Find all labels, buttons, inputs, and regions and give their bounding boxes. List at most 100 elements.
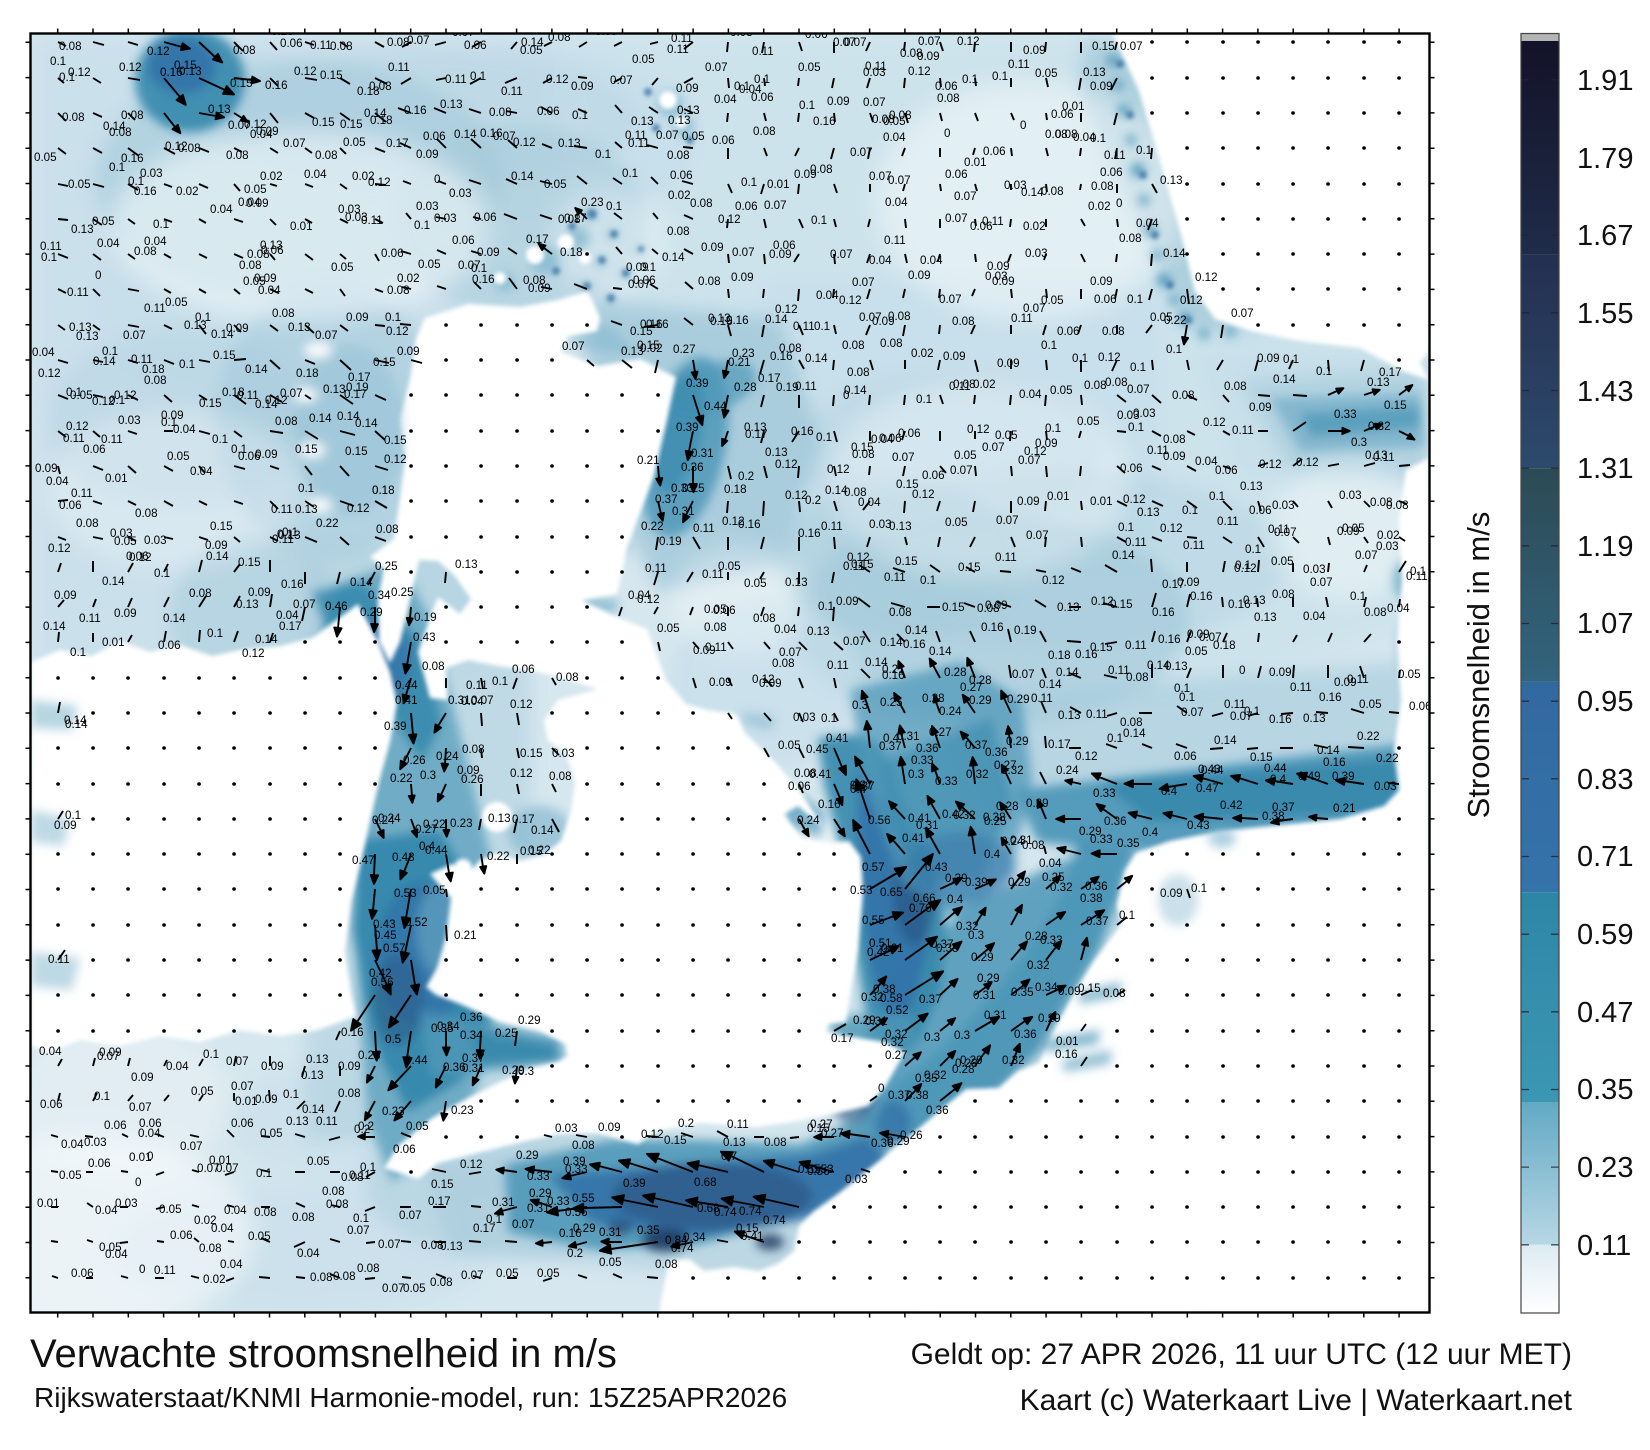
- svg-text:0.09: 0.09: [731, 271, 754, 284]
- svg-text:0.02: 0.02: [1088, 200, 1111, 213]
- svg-text:0.11: 0.11: [144, 302, 166, 315]
- svg-text:0.12: 0.12: [912, 488, 935, 501]
- svg-text:0.13: 0.13: [71, 223, 94, 236]
- svg-text:0.09: 0.09: [528, 282, 551, 295]
- svg-text:0.05: 0.05: [1185, 645, 1208, 658]
- svg-text:0.09: 0.09: [1163, 450, 1186, 463]
- svg-text:0.12: 0.12: [265, 394, 288, 407]
- svg-text:0.07: 0.07: [830, 248, 853, 261]
- svg-text:0.03: 0.03: [1272, 499, 1295, 512]
- svg-text:0.11: 0.11: [1125, 639, 1147, 652]
- svg-text:0.16: 0.16: [404, 104, 427, 117]
- svg-text:0.1: 0.1: [154, 567, 170, 580]
- svg-text:0.1: 0.1: [1130, 361, 1146, 374]
- svg-text:0.09: 0.09: [1269, 666, 1292, 679]
- svg-text:0.37: 0.37: [965, 739, 988, 752]
- svg-text:0.1: 0.1: [65, 809, 81, 822]
- svg-text:0.1: 0.1: [161, 416, 177, 429]
- svg-text:0.06: 0.06: [474, 211, 497, 224]
- svg-text:0.1: 0.1: [471, 262, 487, 275]
- svg-text:0.05: 0.05: [70, 389, 93, 402]
- svg-text:0.08: 0.08: [847, 366, 870, 379]
- svg-text:0.12: 0.12: [242, 647, 265, 660]
- svg-text:0.15: 0.15: [958, 561, 981, 574]
- svg-text:0.38: 0.38: [906, 1089, 929, 1102]
- svg-text:0.11: 0.11: [501, 85, 523, 98]
- svg-text:0.1: 0.1: [1136, 144, 1152, 157]
- svg-text:0.1: 0.1: [282, 526, 298, 539]
- svg-text:0.06: 0.06: [512, 663, 535, 676]
- svg-text:0.83: 0.83: [1577, 764, 1633, 796]
- svg-text:0.06: 0.06: [126, 550, 149, 563]
- svg-text:0.16: 0.16: [770, 350, 793, 363]
- svg-text:0.18: 0.18: [296, 367, 319, 380]
- svg-text:0.14: 0.14: [302, 1103, 325, 1116]
- svg-text:0.13: 0.13: [1365, 449, 1388, 462]
- svg-text:0.11: 0.11: [48, 953, 70, 966]
- svg-text:0.04: 0.04: [1387, 602, 1410, 615]
- svg-text:0.44: 0.44: [405, 1054, 428, 1067]
- svg-text:0.07: 0.07: [764, 199, 787, 212]
- svg-text:0.07: 0.07: [458, 259, 481, 272]
- svg-text:0.36: 0.36: [1014, 1028, 1037, 1041]
- svg-text:0.07: 0.07: [1181, 706, 1204, 719]
- svg-text:0.08: 0.08: [247, 248, 270, 261]
- svg-text:0.2: 0.2: [354, 1123, 370, 1136]
- svg-text:0.09: 0.09: [1257, 352, 1280, 365]
- svg-text:0.11: 0.11: [1217, 515, 1239, 528]
- svg-text:0.04: 0.04: [1039, 857, 1062, 870]
- svg-text:0.4: 0.4: [850, 783, 867, 796]
- svg-text:0.12: 0.12: [1024, 445, 1047, 458]
- svg-text:0.22: 0.22: [1164, 314, 1187, 327]
- svg-text:0.27: 0.27: [994, 759, 1017, 772]
- svg-text:0.07: 0.07: [1127, 383, 1150, 396]
- svg-text:0.06: 0.06: [922, 469, 945, 482]
- svg-text:0.09: 0.09: [54, 589, 77, 602]
- svg-text:0.07: 0.07: [1018, 454, 1041, 467]
- svg-text:0.41: 0.41: [908, 812, 931, 825]
- svg-text:0: 0: [843, 389, 849, 402]
- svg-text:0.09: 0.09: [1017, 495, 1040, 508]
- svg-text:0.09: 0.09: [571, 80, 594, 93]
- svg-text:0.65: 0.65: [880, 886, 903, 899]
- svg-text:0.08: 0.08: [322, 1185, 345, 1198]
- svg-text:0.25: 0.25: [495, 1027, 518, 1040]
- svg-text:0.09: 0.09: [261, 1060, 284, 1073]
- svg-text:0.33: 0.33: [527, 1170, 550, 1183]
- svg-text:0.46: 0.46: [325, 600, 348, 613]
- svg-text:1.55: 1.55: [1577, 298, 1633, 330]
- svg-text:0.1: 0.1: [385, 311, 401, 324]
- svg-text:0.14: 0.14: [454, 128, 477, 141]
- svg-text:0.32: 0.32: [1002, 1054, 1025, 1067]
- svg-text:0.08: 0.08: [1224, 380, 1247, 393]
- svg-text:0.11: 0.11: [101, 433, 123, 446]
- svg-text:0.33: 0.33: [1334, 408, 1357, 421]
- svg-text:0.07: 0.07: [1120, 40, 1143, 53]
- svg-text:0.14: 0.14: [255, 633, 278, 646]
- svg-text:0.07: 0.07: [859, 311, 882, 324]
- svg-text:0.39: 0.39: [623, 1177, 646, 1190]
- svg-text:0.14: 0.14: [1147, 659, 1170, 672]
- svg-text:Geldt op: 27 APR 2026, 11 uur: Geldt op: 27 APR 2026, 11 uur UTC (12 uu…: [911, 1338, 1572, 1371]
- svg-text:0.15: 0.15: [637, 339, 660, 352]
- svg-text:0.04: 0.04: [166, 1060, 189, 1073]
- svg-text:0.55: 0.55: [862, 914, 885, 927]
- svg-text:0.3: 0.3: [1351, 436, 1367, 449]
- svg-text:0.08: 0.08: [1119, 232, 1142, 245]
- svg-text:0.06: 0.06: [1057, 325, 1080, 338]
- svg-text:0.11: 0.11: [671, 32, 693, 45]
- svg-text:0.09: 0.09: [114, 607, 137, 620]
- svg-text:0.14: 0.14: [102, 575, 125, 588]
- svg-text:0.29: 0.29: [573, 1222, 596, 1235]
- svg-text:0.02: 0.02: [260, 170, 283, 183]
- svg-text:0.1: 0.1: [754, 73, 770, 86]
- svg-text:0.15: 0.15: [230, 77, 253, 90]
- svg-text:0.08: 0.08: [430, 1276, 453, 1289]
- svg-text:0.14: 0.14: [765, 313, 788, 326]
- svg-text:0.08: 0.08: [489, 106, 512, 119]
- svg-text:0.1: 0.1: [486, 1213, 502, 1226]
- svg-text:0.1: 0.1: [1410, 565, 1426, 578]
- svg-text:0.32: 0.32: [885, 1028, 908, 1041]
- svg-text:0.13: 0.13: [765, 446, 788, 459]
- svg-text:0.11: 0.11: [628, 137, 650, 150]
